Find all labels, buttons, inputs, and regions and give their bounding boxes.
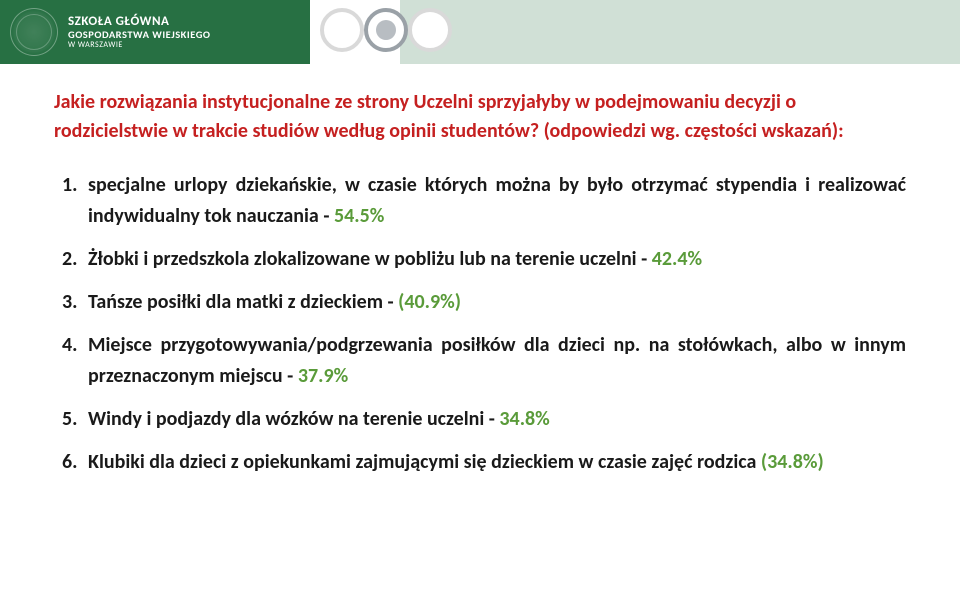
university-name-line2: GOSPODARSTWA WIEJSKIEGO — [68, 29, 210, 40]
tab-indicator-dot — [376, 20, 396, 40]
list-item-value: (34.8%) — [761, 450, 824, 474]
list-item: Windy i podjazdy dla wózków na terenie u… — [82, 404, 906, 435]
list-item-value: (40.9%) — [398, 290, 461, 314]
university-name-line3: W WARSZAWIE — [68, 41, 210, 49]
list-item-text: Miejsce przygotowywania/podgrzewania pos… — [88, 333, 906, 388]
header-bar-left: SZKOŁA GŁÓWNA GOSPODARSTWA WIEJSKIEGO W … — [0, 0, 310, 64]
tab-indicators — [320, 8, 452, 52]
list-item-text: specjalne urlopy dziekańskie, w czasie k… — [88, 173, 906, 228]
list-item-value: 34.8% — [499, 407, 549, 431]
list-item-value: 42.4% — [652, 247, 702, 271]
list-item: Tańsze posiłki dla matki z dzieckiem - (… — [82, 287, 906, 318]
list-item-value: 37.9% — [298, 364, 348, 388]
list-item-text: Windy i podjazdy dla wózków na terenie u… — [88, 407, 499, 431]
list-item-text: Klubiki dla dzieci z opiekunkami zajmują… — [88, 450, 761, 474]
university-name-line1: SZKOŁA GŁÓWNA — [68, 15, 210, 29]
list-item: Klubiki dla dzieci z opiekunkami zajmują… — [82, 447, 906, 478]
slide-heading: Jakie rozwiązania instytucjonalne ze str… — [54, 88, 906, 146]
university-seal-icon — [10, 8, 58, 56]
list-item-value: 54.5% — [334, 204, 384, 228]
tab-indicator — [364, 8, 408, 52]
ranked-list: specjalne urlopy dziekańskie, w czasie k… — [54, 170, 906, 478]
list-item: Żłobki i przedszkola zlokalizowane w pob… — [82, 244, 906, 275]
header-bar-right — [400, 0, 960, 64]
list-item-text: Żłobki i przedszkola zlokalizowane w pob… — [88, 247, 652, 271]
tab-indicator — [320, 8, 364, 52]
list-item-text: Tańsze posiłki dla matki z dzieckiem - — [88, 290, 398, 314]
tab-indicator — [408, 8, 452, 52]
slide-content: Jakie rozwiązania instytucjonalne ze str… — [54, 88, 906, 490]
list-item: specjalne urlopy dziekańskie, w czasie k… — [82, 170, 906, 232]
university-name: SZKOŁA GŁÓWNA GOSPODARSTWA WIEJSKIEGO W … — [68, 15, 210, 49]
list-item: Miejsce przygotowywania/podgrzewania pos… — [82, 330, 906, 392]
